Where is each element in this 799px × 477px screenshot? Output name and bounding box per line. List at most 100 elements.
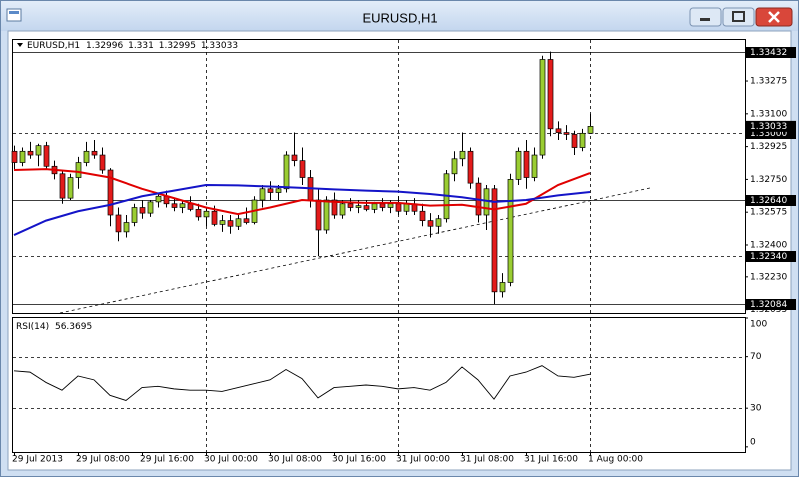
indicator-tick-label: 0 bbox=[750, 438, 756, 448]
x-tick-label: 30 Jul 08:00 bbox=[268, 455, 322, 465]
symbol: EURUSD,H1 bbox=[27, 41, 80, 51]
x-tick-label: 31 Jul 16:00 bbox=[524, 455, 578, 465]
candle-body bbox=[67, 177, 74, 199]
candle-body bbox=[507, 179, 514, 283]
x-tick-label: 30 Jul 16:00 bbox=[332, 455, 386, 465]
candle-body bbox=[379, 203, 386, 208]
candle-body bbox=[563, 132, 570, 135]
candle-body bbox=[203, 210, 210, 218]
candle-body bbox=[523, 150, 530, 178]
indicator-tick-label: 70 bbox=[750, 352, 762, 362]
candle-body bbox=[363, 205, 370, 210]
candle-body bbox=[123, 222, 130, 233]
candle-body bbox=[459, 150, 466, 160]
level-label: 1.32340 bbox=[750, 252, 787, 262]
x-tick-label: 29 Jul 16:00 bbox=[140, 455, 194, 465]
candle-body bbox=[419, 210, 426, 221]
candle-body bbox=[315, 199, 322, 231]
candle-body bbox=[539, 59, 546, 156]
candle-body bbox=[531, 154, 538, 178]
candle-body bbox=[355, 205, 362, 208]
candle-body bbox=[339, 203, 346, 216]
candle-body bbox=[155, 195, 162, 203]
x-tick-label: 29 Jul 2013 bbox=[12, 455, 63, 465]
candle-body bbox=[171, 203, 178, 208]
window-icon-bar bbox=[9, 11, 19, 14]
candle-body bbox=[83, 150, 90, 163]
candle-body bbox=[27, 150, 34, 156]
candle-body bbox=[451, 158, 458, 175]
price-label-bg bbox=[746, 120, 796, 132]
level-label-bg bbox=[746, 299, 796, 310]
candle-body bbox=[115, 214, 122, 233]
y-tick-label: 1.32400 bbox=[750, 240, 787, 250]
window-title: EURUSD,H1 bbox=[362, 10, 437, 25]
candle-body bbox=[195, 209, 202, 218]
candle-body bbox=[331, 199, 338, 216]
candle-body bbox=[147, 201, 154, 214]
candle-body bbox=[515, 150, 522, 180]
candle-body bbox=[259, 188, 266, 201]
trendline bbox=[59, 187, 651, 314]
level-label-bg bbox=[746, 251, 796, 262]
candle-body bbox=[395, 203, 402, 212]
candle-body bbox=[211, 210, 218, 225]
maximize-button[interactable] bbox=[722, 7, 755, 27]
title-bar bbox=[1, 1, 798, 31]
moving-average bbox=[13, 184, 591, 236]
level-label: 1.32084 bbox=[750, 300, 787, 310]
minimize-glyph bbox=[700, 18, 710, 21]
candle-body bbox=[19, 150, 26, 163]
candle-body bbox=[283, 154, 290, 190]
level-label: 1.33432 bbox=[750, 48, 787, 58]
level-label-bg bbox=[746, 47, 796, 58]
y-tick-label: 1.32750 bbox=[750, 175, 787, 185]
price-label: 1.33033 bbox=[750, 122, 787, 132]
x-tick-label: 31 Jul 08:00 bbox=[460, 455, 514, 465]
candle-body bbox=[347, 203, 354, 208]
x-tick-label: 29 Jul 08:00 bbox=[76, 455, 130, 465]
candle-body bbox=[547, 59, 554, 130]
chart-header: EURUSD,H1 1.32996 1.331 1.32995 1.33033 bbox=[27, 41, 238, 51]
indicator-panel bbox=[12, 317, 746, 453]
close-value: 1.33033 bbox=[201, 41, 238, 51]
candle-body bbox=[571, 134, 578, 148]
y-tick-label: 1.33275 bbox=[750, 77, 787, 87]
candle-body bbox=[107, 169, 114, 216]
candle-body bbox=[427, 220, 434, 227]
candle-body bbox=[579, 132, 586, 148]
y-tick-label: 1.32230 bbox=[750, 272, 787, 282]
x-tick-label: 31 Jul 00:00 bbox=[396, 455, 450, 465]
low-value: 1.32995 bbox=[159, 41, 196, 51]
candle-body bbox=[371, 203, 378, 210]
high-value: 1.331 bbox=[128, 41, 154, 51]
level-label-bg bbox=[746, 128, 796, 139]
candle-body bbox=[387, 203, 394, 208]
minimize-button[interactable] bbox=[689, 7, 722, 27]
header-arrow bbox=[17, 43, 23, 47]
candle-body bbox=[99, 154, 106, 171]
candle-body bbox=[131, 207, 138, 223]
candle-body bbox=[267, 188, 274, 193]
candle-body bbox=[299, 160, 306, 178]
candle-body bbox=[587, 126, 594, 134]
candle-body bbox=[179, 203, 186, 208]
y-tick-label: 1.32925 bbox=[750, 142, 787, 152]
candle-body bbox=[35, 145, 42, 156]
level-label: 1.32640 bbox=[750, 196, 787, 206]
moving-average bbox=[13, 168, 591, 216]
y-tick-label: 1.32055 bbox=[750, 305, 787, 315]
x-tick-label: 30 Jul 00:00 bbox=[204, 455, 258, 465]
level-label: 1.33000 bbox=[750, 129, 787, 139]
candle-body bbox=[291, 154, 298, 162]
indicator-tick-label: 100 bbox=[750, 320, 767, 330]
maximize-glyph bbox=[732, 11, 745, 22]
candle-body bbox=[275, 188, 282, 193]
indicator-name: RSI(14) bbox=[16, 322, 49, 332]
candle-body bbox=[235, 218, 242, 227]
candle-body bbox=[139, 207, 146, 214]
candle-body bbox=[219, 220, 226, 225]
x-tick-label: 1 Aug 00:00 bbox=[588, 455, 643, 465]
